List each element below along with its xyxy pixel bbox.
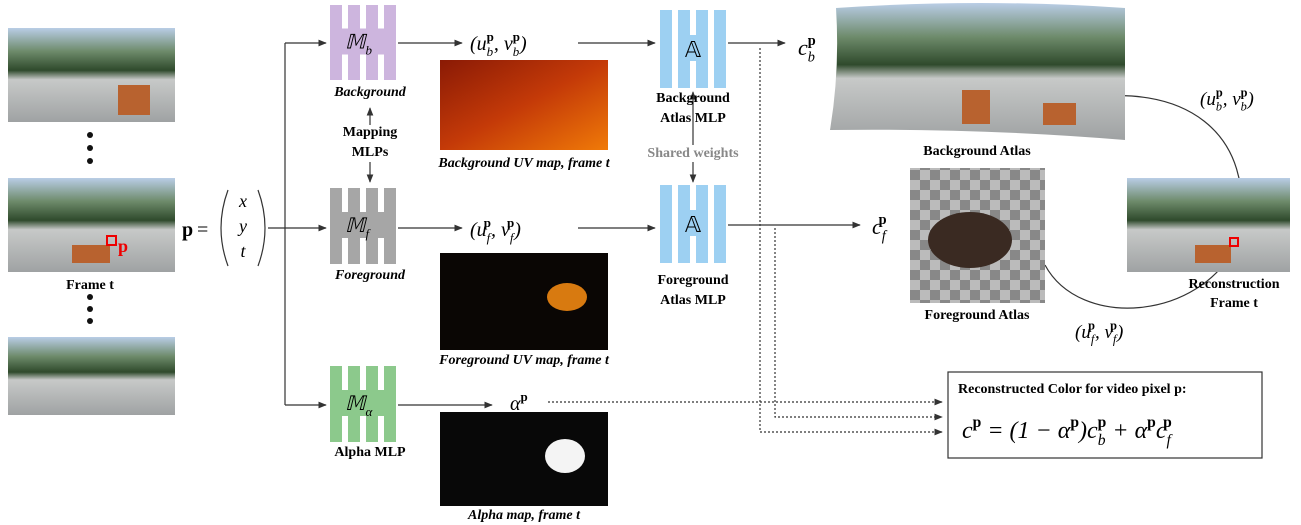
mlp-caption: Alpha MLP: [334, 445, 406, 460]
atlas-mlp-caption: Atlas MLP: [660, 111, 726, 126]
atlas-mlp-caption: Atlas MLP: [660, 293, 726, 308]
mlp-layer: [660, 10, 672, 88]
vector-entry: t: [240, 241, 246, 261]
uv-label: (ufp, vfp): [1075, 318, 1123, 346]
math-token: c: [962, 418, 973, 444]
math-token: ,: [491, 219, 501, 241]
pot: [1195, 245, 1231, 263]
mapping-caption: MLPs: [352, 145, 389, 160]
pot: [72, 245, 110, 263]
mlp-layer: [660, 185, 672, 263]
map-caption: Foreground UV map, frame t: [438, 353, 610, 368]
pot: [962, 90, 990, 124]
shared-weights: Shared weights: [647, 146, 739, 161]
math-token: ,: [1095, 322, 1105, 343]
math-token: ): [1077, 418, 1087, 444]
atlas-caption: Foreground Atlas: [925, 308, 1030, 323]
math-token: ): [1116, 322, 1123, 343]
math-token: ): [513, 219, 521, 241]
mlp-caption: Background: [333, 85, 407, 100]
motorbike: [928, 212, 1012, 268]
math-sub: b: [1098, 432, 1106, 449]
frame-caption: Frame t: [66, 278, 114, 293]
math-token: α: [1058, 418, 1071, 444]
math-sub: b: [808, 50, 815, 66]
math-sub: b: [1241, 100, 1247, 114]
mlp-layer: [714, 185, 726, 263]
pixel-label: p: [118, 236, 128, 256]
math-sup: p: [1098, 414, 1107, 431]
math-sup: p: [1147, 414, 1156, 431]
math-token: +: [1106, 418, 1134, 444]
map-caption: Background UV map, frame t: [437, 156, 610, 171]
color-label: cfp: [872, 212, 888, 245]
math-token: u: [477, 33, 487, 55]
uv-label: (ufp, vfp): [470, 215, 521, 245]
formula-expression: cp = (1 − αp)cbp + αpcfp: [962, 414, 1174, 449]
math-sup: p: [973, 414, 982, 431]
atlas-mlp-caption: Background: [656, 91, 730, 106]
math-sup: p: [1070, 414, 1079, 431]
math-sup: p: [484, 215, 491, 230]
uv-label: (ubp, vbp): [1200, 85, 1254, 113]
atlas-mlp-caption: Foreground: [657, 273, 728, 288]
vector-entry: y: [237, 216, 247, 236]
frame-image: [8, 337, 175, 415]
input-frames: p Frame t: [8, 28, 175, 415]
mapping-caption: Mapping: [343, 125, 397, 140]
equals: =: [197, 219, 208, 241]
math-sub: b: [366, 43, 373, 58]
math-token: ): [1247, 89, 1254, 110]
input-vector: p = x y t: [182, 190, 265, 266]
math-sup: p: [808, 33, 816, 49]
math-token: v: [504, 33, 513, 55]
uv-label: (ubp, vbp): [470, 29, 527, 59]
math-token: α: [1135, 418, 1148, 444]
math-sup: p: [1163, 414, 1172, 431]
math-sub: b: [487, 44, 494, 59]
uv-blob: [547, 283, 587, 311]
math-token: ,: [494, 33, 504, 55]
atlas-caption: Background Atlas: [923, 144, 1031, 159]
reconstruction-caption: Reconstruction: [1189, 277, 1280, 292]
math-sup: p: [487, 29, 494, 44]
math-sup: p: [879, 212, 887, 228]
mlp-caption: Foreground: [334, 268, 406, 283]
color-label: cbp: [798, 33, 816, 66]
math-token: u: [1206, 89, 1216, 110]
math-sub: b: [1216, 100, 1222, 114]
vector-entry: x: [238, 191, 247, 211]
math-sub: α: [366, 404, 374, 419]
mlp-layer: [714, 10, 726, 88]
pot: [1043, 103, 1076, 125]
formula-title: Reconstructed Color for video pixel p:: [958, 382, 1187, 397]
math-sub: f: [882, 229, 888, 245]
atlas-symbol: 𝔸: [685, 37, 702, 62]
math-token: c: [1087, 418, 1098, 444]
uv-map-image: [440, 60, 608, 150]
math-token: c: [798, 35, 808, 60]
math-sup: p: [521, 389, 528, 404]
map-caption: Alpha map, frame t: [467, 508, 581, 523]
math-token: ): [519, 33, 527, 55]
reconstruction-caption: Frame t: [1210, 296, 1258, 311]
math-sub: b: [513, 44, 520, 59]
alpha-blob: [545, 439, 585, 473]
pot: [118, 85, 150, 115]
math-token: ,: [1223, 89, 1233, 110]
atlas-symbol: 𝔸: [685, 212, 702, 237]
math-sup: p: [507, 215, 514, 230]
math-sup: p: [513, 29, 520, 44]
alpha-label: αp: [510, 389, 528, 415]
vector-lhs: p: [182, 219, 193, 241]
diagram: p Frame t p = x y t Background Mapping M…: [0, 0, 1301, 525]
math-token: α: [510, 393, 521, 415]
math-token: = (1 −: [981, 418, 1057, 444]
